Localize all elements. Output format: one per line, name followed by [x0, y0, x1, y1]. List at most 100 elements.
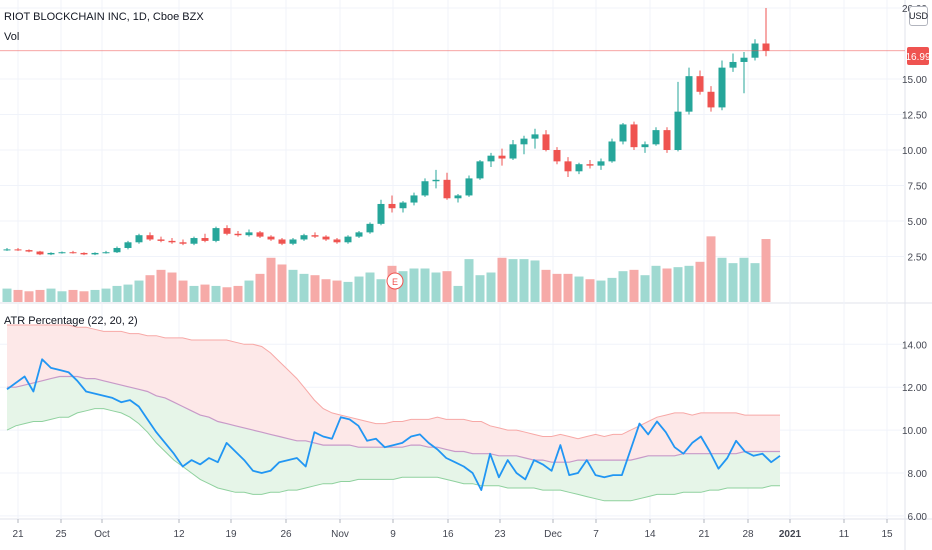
candle-body	[102, 252, 110, 254]
candle-body	[641, 144, 649, 148]
candle-body	[69, 252, 77, 254]
candle-body	[58, 252, 66, 254]
candle-body	[685, 76, 693, 112]
candle-body	[553, 150, 561, 162]
candle-body	[619, 124, 627, 142]
volume-bar	[376, 279, 386, 302]
candle-body	[597, 161, 605, 166]
volume-bar	[35, 289, 45, 302]
volume-bar	[101, 288, 111, 302]
volume-bar	[475, 275, 485, 302]
volume-bar	[365, 272, 375, 302]
candle-body	[399, 202, 407, 209]
candle-body	[91, 252, 99, 255]
candle-body	[146, 235, 154, 240]
candle-body	[14, 249, 22, 251]
currency-button[interactable]: USD	[909, 6, 928, 26]
middle-band-line	[7, 375, 780, 463]
volume-bar	[684, 265, 694, 302]
candle-body	[201, 238, 209, 241]
candle-body	[278, 239, 286, 244]
volume-bar	[222, 287, 232, 302]
candle-body	[3, 249, 11, 251]
volume-bar	[299, 273, 309, 302]
volume-bar	[673, 267, 683, 302]
time-tick-label: 14	[644, 529, 656, 540]
time-tick-label: 25	[55, 529, 67, 540]
candle-body	[190, 238, 198, 244]
candle-body	[168, 240, 176, 243]
volume-bar	[453, 285, 463, 302]
candle-body	[608, 141, 616, 162]
volume-bar	[464, 259, 474, 302]
candle-body	[80, 252, 88, 255]
volume-bar	[244, 280, 254, 302]
time-tick-label: 19	[225, 529, 237, 540]
volume-bar	[68, 289, 78, 302]
candle-body	[113, 247, 121, 253]
volume-bar	[255, 273, 265, 302]
atr-tick-label: 6.00	[908, 512, 928, 523]
volume-bar	[640, 275, 650, 302]
volume-bars	[2, 236, 771, 302]
volume-bar	[310, 275, 320, 302]
time-tick-label: 23	[494, 529, 506, 540]
candle-body	[498, 155, 506, 159]
candle-body	[245, 232, 253, 236]
candle-body	[311, 235, 319, 237]
volume-bar	[354, 276, 364, 302]
time-tick-label: 12	[173, 529, 185, 540]
candle-body	[674, 111, 682, 150]
candle-body	[729, 61, 737, 68]
atr-percentage-line	[6, 358, 781, 492]
volume-bar	[123, 284, 133, 302]
candle-body	[531, 134, 539, 139]
candles	[3, 8, 770, 256]
candle-body	[25, 250, 33, 252]
price-tick-label: 15.00	[902, 75, 927, 86]
volume-bar	[321, 279, 331, 302]
candle-body	[322, 236, 330, 240]
candle-body	[333, 239, 341, 243]
earnings-marker[interactable]	[386, 272, 404, 290]
price-tick-label: 12.50	[902, 111, 927, 122]
candle-body	[718, 67, 726, 108]
candle-body	[762, 43, 770, 51]
price-tick-label: 2.50	[908, 253, 928, 264]
candle-body	[740, 57, 748, 62]
candle-body	[355, 232, 363, 237]
price-tick-label: 5.00	[908, 217, 928, 228]
indicator-label: ATR Percentage (22, 20, 2)	[4, 315, 138, 327]
volume-bar	[189, 285, 199, 302]
volume-bar	[343, 281, 353, 302]
candle-body	[509, 144, 517, 159]
volume-bar	[552, 273, 562, 302]
volume-bar	[706, 236, 716, 302]
candle-body	[696, 76, 704, 92]
volume-bar	[563, 273, 573, 302]
atr-axis: 6.00 8.00 10.00 12.00 14.00	[902, 340, 927, 523]
atr-band-fill	[7, 325, 780, 501]
candle-body	[223, 228, 231, 234]
volume-bar	[79, 291, 89, 302]
price-tick-label: 10.00	[902, 146, 927, 157]
volume-bar	[24, 291, 34, 302]
volume-bar	[409, 268, 419, 302]
atr-tick-label: 8.00	[908, 469, 928, 480]
candle-body	[630, 124, 638, 148]
candle-body	[157, 239, 165, 241]
time-tick-label: 11	[839, 529, 850, 540]
volume-bar	[750, 263, 760, 302]
volume-bar	[585, 279, 595, 302]
volume-bar	[508, 259, 518, 302]
volume-bar	[530, 260, 540, 302]
time-tick-label: Oct	[94, 529, 110, 540]
candle-body	[135, 235, 143, 243]
volume-bar	[13, 289, 23, 302]
volume-bar	[739, 257, 749, 302]
time-tick-label: 9	[390, 529, 396, 540]
candle-body	[465, 178, 473, 196]
candle-body	[487, 155, 495, 162]
